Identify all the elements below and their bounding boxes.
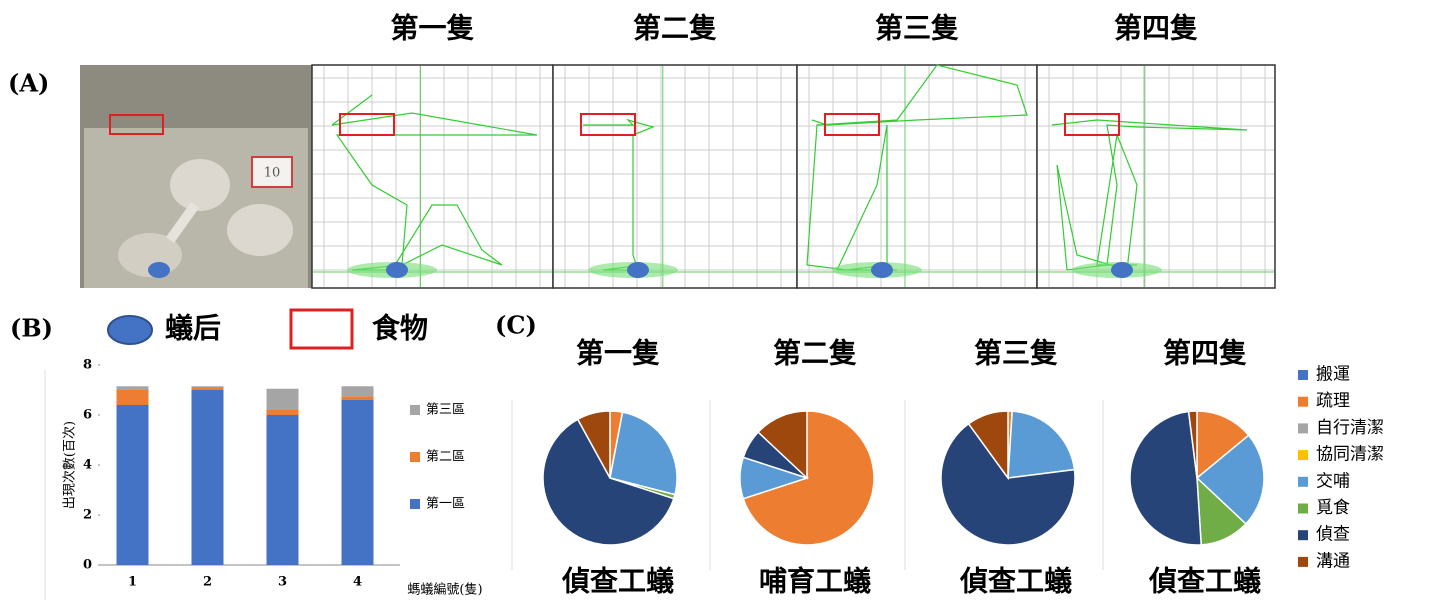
pie-title: 第三隻 xyxy=(974,337,1058,370)
legend-swatch xyxy=(410,499,420,509)
panel-title: 第四隻 xyxy=(1114,12,1198,45)
figure: 10 (A) (B) (C) 蟻后 食物 第一隻第二隻第三隻第四隻0246812… xyxy=(0,0,1430,603)
pie-annotation: 偵查工蟻 xyxy=(1148,565,1261,598)
legend-label: 溝通 xyxy=(1316,551,1350,571)
legend-label: 第一區 xyxy=(426,497,465,512)
y-axis-title: 出現次數(百次) xyxy=(62,421,78,509)
legend-swatch xyxy=(1298,530,1308,540)
bar-segment xyxy=(342,386,374,396)
legend-label: 交哺 xyxy=(1316,471,1350,491)
pie-annotation: 哺育工蟻 xyxy=(759,565,871,598)
legend-label: 第三區 xyxy=(426,403,465,418)
food-icon xyxy=(291,310,352,348)
pie-annotation: 偵查工蟻 xyxy=(561,565,674,598)
x-tick-label: 1 xyxy=(128,575,137,590)
panel-label: (C) xyxy=(495,311,537,340)
queen xyxy=(871,262,893,278)
queen xyxy=(1111,262,1133,278)
bar-segment xyxy=(267,415,299,565)
legend-swatch xyxy=(410,452,420,462)
y-tick-label: 6 xyxy=(83,408,92,423)
x-tick-label: 3 xyxy=(278,575,287,590)
trajectory-panel xyxy=(553,65,797,288)
legend-swatch xyxy=(410,405,420,415)
queen xyxy=(627,262,649,278)
y-tick-label: 4 xyxy=(83,458,92,473)
bar-segment xyxy=(117,390,149,405)
legend-swatch xyxy=(1298,557,1308,567)
panel-title: 第三隻 xyxy=(875,12,959,45)
legend-swatch xyxy=(1298,397,1308,407)
legend-label: 覓食 xyxy=(1316,498,1350,518)
pie-annotation: 偵查工蟻 xyxy=(959,565,1072,598)
bar-segment xyxy=(267,389,299,410)
x-tick-label: 4 xyxy=(353,575,362,590)
bar-segment xyxy=(192,390,224,565)
legend-label: 第二區 xyxy=(426,450,465,465)
queen-icon xyxy=(108,316,152,344)
y-tick-label: 2 xyxy=(83,508,92,523)
y-tick-label: 0 xyxy=(83,558,92,573)
legend-label: 搬運 xyxy=(1316,365,1350,385)
bar-segment xyxy=(342,396,374,400)
bar-segment xyxy=(117,405,149,565)
queen xyxy=(386,262,408,278)
pie-title: 第四隻 xyxy=(1163,337,1247,370)
legend-swatch xyxy=(1298,370,1308,380)
trajectories xyxy=(312,65,1275,288)
x-tick-label: 2 xyxy=(203,575,212,590)
panel-label: (A) xyxy=(8,69,49,98)
legend-label: 蟻后 xyxy=(165,312,221,345)
legend-label: 偵查 xyxy=(1316,525,1350,545)
pie-slice xyxy=(1008,411,1074,478)
pie-title: 第二隻 xyxy=(773,337,857,370)
bar-segment xyxy=(117,386,149,390)
x-axis-title: 螞蟻編號(隻) xyxy=(407,582,482,598)
bar-segment xyxy=(342,400,374,565)
legend-label: 自行清潔 xyxy=(1316,418,1384,438)
legend-swatch xyxy=(1298,477,1308,487)
legend-label: 疏理 xyxy=(1316,391,1350,411)
legend-swatch xyxy=(1298,423,1308,433)
legend-swatch xyxy=(1298,504,1308,514)
legend-label: 食物 xyxy=(372,312,428,345)
bar-segment xyxy=(192,386,224,387)
legend-swatch xyxy=(1298,450,1308,460)
y-tick-label: 8 xyxy=(83,358,92,373)
panel-label: (B) xyxy=(10,314,53,343)
legend-label: 協同清潔 xyxy=(1316,445,1384,465)
bar-segment xyxy=(192,388,224,391)
panel-title: 第一隻 xyxy=(390,12,474,45)
pie-title: 第一隻 xyxy=(576,337,660,370)
panel-title: 第二隻 xyxy=(633,12,717,45)
bar-segment xyxy=(267,410,299,415)
photo-label: 10 xyxy=(264,166,281,181)
